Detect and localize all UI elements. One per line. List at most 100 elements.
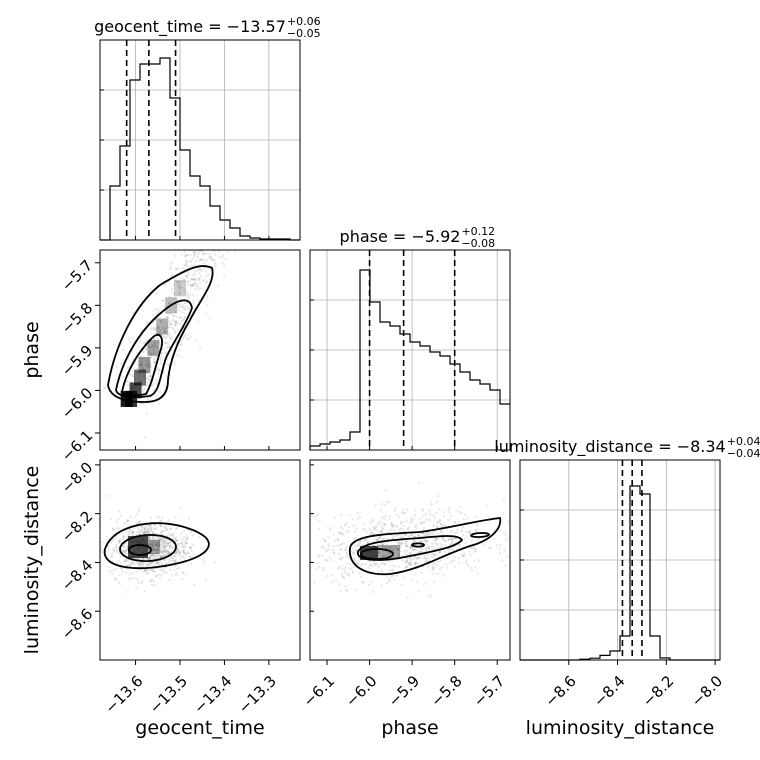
sample-point <box>504 538 508 541</box>
sample-point <box>363 528 366 532</box>
sample-point <box>397 554 401 557</box>
sample-point <box>388 568 391 572</box>
sample-point <box>128 573 131 576</box>
sample-point <box>242 161 244 163</box>
sample-point <box>391 525 395 528</box>
sample-point <box>377 551 380 554</box>
sample-point <box>134 560 138 564</box>
sample-point <box>413 525 417 529</box>
sample-point <box>149 364 152 367</box>
sample-point <box>113 578 117 581</box>
sample-point <box>194 245 196 247</box>
sample-point <box>427 533 430 536</box>
sample-point <box>407 535 410 538</box>
sample-point <box>448 543 451 546</box>
sample-point <box>152 313 155 317</box>
sample-point <box>206 237 208 239</box>
sample-point <box>202 558 205 562</box>
sample-point <box>348 574 351 577</box>
sample-point <box>125 519 129 522</box>
sample-point <box>474 550 478 553</box>
sample-point <box>148 374 152 378</box>
sample-point <box>170 287 174 291</box>
sample-point <box>460 530 463 533</box>
sample-point <box>159 520 162 523</box>
sample-point <box>404 549 407 552</box>
sample-point <box>428 595 431 598</box>
sample-point <box>473 550 476 553</box>
sample-point <box>405 560 408 563</box>
sample-point <box>275 87 277 89</box>
sample-point <box>372 532 375 536</box>
density-cell <box>147 339 160 356</box>
sample-point <box>157 340 160 344</box>
sample-point <box>375 529 379 532</box>
sample-point <box>187 338 190 341</box>
sample-point <box>385 546 389 549</box>
sample-point <box>345 522 348 525</box>
sample-point <box>207 273 210 276</box>
sample-point <box>128 531 131 535</box>
sample-point <box>381 543 385 547</box>
sample-point <box>173 320 177 323</box>
sample-point <box>192 263 196 267</box>
sample-point <box>177 306 181 309</box>
sample-point <box>380 516 383 520</box>
sample-point <box>470 569 474 573</box>
sample-point <box>359 539 362 542</box>
sample-point <box>344 555 348 558</box>
sample-point <box>191 257 194 260</box>
sample-point <box>381 543 384 547</box>
sample-point <box>273 105 275 107</box>
sample-point <box>206 252 209 255</box>
panel-frame <box>99 249 301 451</box>
sample-point <box>353 545 356 549</box>
sample-point <box>466 517 469 520</box>
sample-point <box>115 561 119 564</box>
sample-point <box>210 216 212 218</box>
sample-point <box>181 266 184 270</box>
sample-point <box>176 354 179 357</box>
sample-point <box>194 288 197 291</box>
sample-point <box>216 217 218 219</box>
sample-point <box>384 563 387 566</box>
sample-point <box>148 557 151 560</box>
sample-point <box>175 539 179 542</box>
sample-point <box>119 562 123 565</box>
sample-point <box>240 155 242 157</box>
sample-point <box>211 258 214 261</box>
sample-point <box>167 550 170 553</box>
contour-inner <box>121 333 163 397</box>
sample-point <box>165 551 168 554</box>
sample-point <box>146 531 149 535</box>
sample-point <box>140 363 143 366</box>
sample-point <box>142 563 145 566</box>
sample-point <box>165 553 168 557</box>
sample-point <box>415 549 418 552</box>
sample-point <box>154 345 157 348</box>
sample-point <box>385 582 389 585</box>
sample-point <box>347 525 351 529</box>
sample-point <box>173 564 176 568</box>
sample-point <box>144 340 148 343</box>
sample-point <box>152 382 155 386</box>
x-tick-label: −5.7 <box>470 672 508 710</box>
sample-point <box>369 521 372 525</box>
sample-point <box>153 360 156 364</box>
sample-point <box>271 65 273 67</box>
sample-point <box>146 365 149 369</box>
sample-point <box>204 578 207 581</box>
sample-point <box>405 544 408 548</box>
sample-point <box>205 217 207 219</box>
x-axis-label-phase: phase <box>381 717 438 739</box>
sample-point <box>429 534 432 537</box>
density-cell <box>378 545 400 559</box>
sample-point <box>152 544 155 547</box>
sample-point <box>416 562 420 566</box>
sample-point <box>161 542 164 545</box>
sample-point <box>432 567 436 570</box>
sample-point <box>125 552 128 556</box>
sample-point <box>120 362 123 365</box>
sample-point <box>192 278 195 281</box>
